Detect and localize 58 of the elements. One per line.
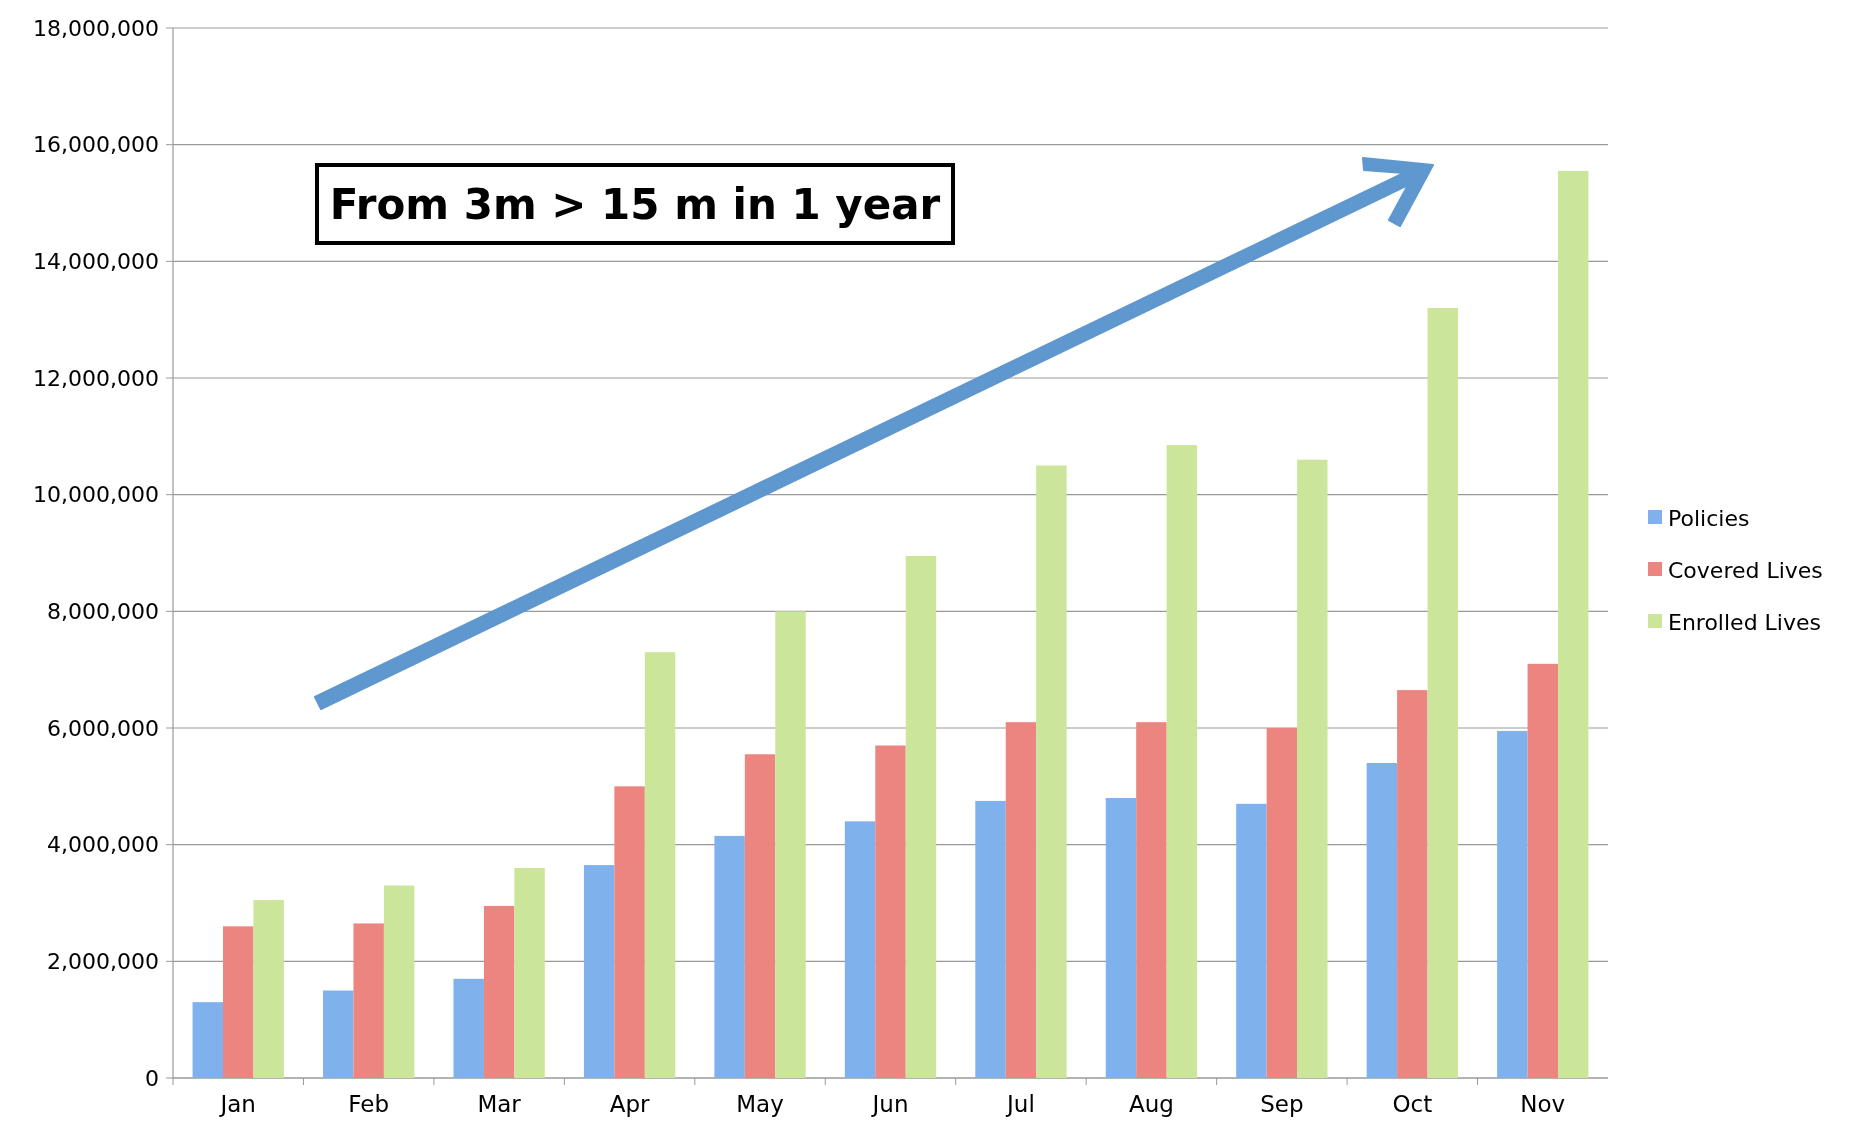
x-tick-label: Mar: [477, 1091, 522, 1117]
bar: [223, 926, 254, 1078]
bar: [514, 868, 545, 1078]
bar: [1397, 690, 1428, 1078]
bar: [353, 923, 384, 1078]
x-tick-label: Apr: [609, 1091, 651, 1117]
bar: [253, 900, 284, 1078]
bar: [844, 821, 876, 1078]
bar: [1036, 465, 1067, 1078]
bar: [192, 1002, 224, 1078]
x-tick-label: Sep: [1260, 1091, 1304, 1117]
y-tick-label: 0: [145, 1065, 159, 1091]
bar: [644, 652, 676, 1078]
bar: [1105, 798, 1137, 1078]
y-tick-label: 14,000,000: [33, 249, 159, 275]
bar: [1236, 803, 1267, 1078]
bar: [875, 745, 906, 1078]
bar: [583, 865, 615, 1078]
bar: [383, 885, 415, 1078]
bar: [1005, 722, 1037, 1078]
x-tick-label: May: [736, 1091, 784, 1117]
annotation: From 3m > 15 m in 1 year: [329, 179, 941, 229]
x-tick-label: Oct: [1392, 1091, 1433, 1117]
bar: [1136, 722, 1167, 1078]
bar: [323, 990, 354, 1078]
legend-label: Covered Lives: [1668, 557, 1823, 583]
legend-label: Enrolled Lives: [1668, 609, 1821, 635]
bar: [744, 754, 776, 1078]
bar: [483, 905, 515, 1078]
x-tick-label: Jun: [870, 1091, 909, 1117]
y-tick-label: 10,000,000: [33, 482, 159, 508]
x-tick-label: Nov: [1520, 1091, 1566, 1117]
bar: [775, 611, 806, 1078]
y-tick-label: 16,000,000: [33, 132, 159, 158]
bar: [1497, 730, 1528, 1078]
bar: [975, 800, 1006, 1078]
x-tick-label: Aug: [1128, 1091, 1174, 1117]
x-tick-label: Jan: [218, 1091, 256, 1117]
bar: [1266, 728, 1298, 1078]
bar: [1557, 170, 1589, 1078]
legend-label: Policies: [1668, 505, 1750, 531]
bar: [714, 835, 745, 1078]
y-tick-label: 2,000,000: [47, 949, 159, 975]
bar: [614, 786, 645, 1078]
y-tick-label: 18,000,000: [33, 15, 159, 41]
bar: [453, 978, 484, 1078]
y-tick-label: 4,000,000: [47, 832, 159, 858]
bar: [1427, 308, 1458, 1078]
bar: [1527, 663, 1558, 1078]
x-tick-label: Feb: [348, 1091, 390, 1117]
y-tick-label: 6,000,000: [47, 715, 159, 741]
bar: [1297, 459, 1328, 1078]
bar: [905, 555, 937, 1078]
x-tick-label: Jul: [1005, 1091, 1035, 1117]
bar: [1366, 763, 1398, 1078]
y-tick-label: 8,000,000: [47, 599, 159, 625]
bar: [1166, 445, 1198, 1078]
y-tick-label: 12,000,000: [33, 365, 159, 391]
